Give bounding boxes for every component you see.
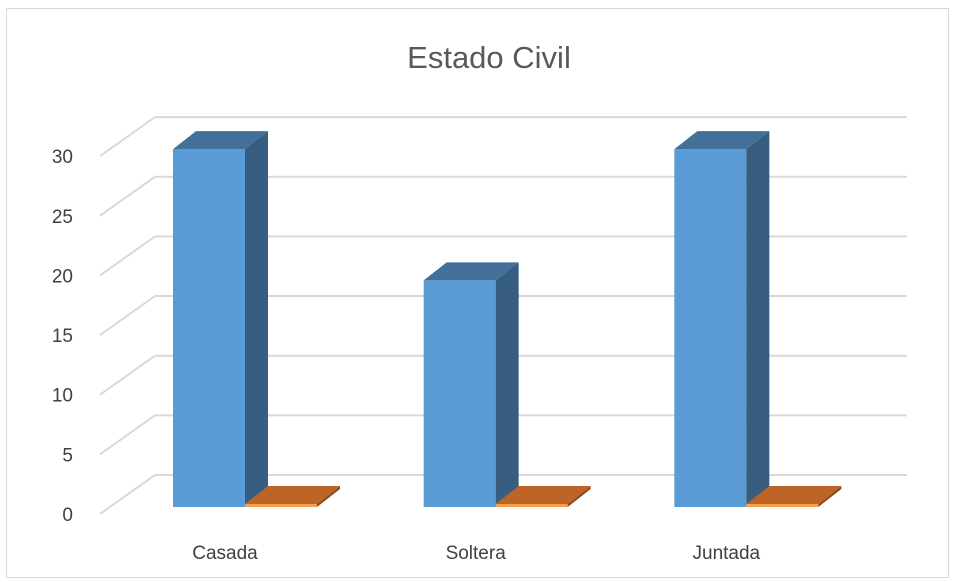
bar-side xyxy=(317,486,340,507)
bar-front xyxy=(173,149,245,507)
y-tick-label: 10 xyxy=(52,386,73,407)
bar-casada-series-1 xyxy=(173,131,268,507)
gridline-diagonal xyxy=(99,116,156,157)
gridlines xyxy=(99,116,907,515)
bar-soltera-series-2 xyxy=(495,486,591,507)
gridline-diagonal xyxy=(99,354,156,396)
x-category-label: Casada xyxy=(192,543,258,564)
y-tick-label: 15 xyxy=(52,326,73,347)
chart-title: Estado Civil xyxy=(407,40,571,75)
gridline-diagonal xyxy=(99,414,156,456)
bar-top xyxy=(674,131,770,150)
y-tick-label: 20 xyxy=(52,266,73,287)
bar-top xyxy=(423,262,519,281)
bar-juntada-series-1 xyxy=(674,131,770,507)
y-axis-ticks: 0 5 10 15 20 25 30 xyxy=(52,147,73,526)
x-category-label: Soltera xyxy=(446,543,507,564)
gridline-diagonal xyxy=(99,175,156,217)
y-tick-label: 0 xyxy=(62,505,73,526)
y-tick-label: 25 xyxy=(52,207,73,228)
bar-top xyxy=(746,486,842,504)
gridline-diagonal xyxy=(99,235,156,277)
gridline-diagonal xyxy=(99,295,156,336)
bars xyxy=(173,131,842,507)
bar-side xyxy=(818,486,842,507)
bar-casada-series-2 xyxy=(245,486,340,507)
bar-front xyxy=(245,504,317,507)
y-tick-label: 30 xyxy=(52,147,73,168)
bar-front xyxy=(495,504,568,507)
bar-front xyxy=(423,280,496,507)
bar-side xyxy=(567,486,591,507)
bar-top xyxy=(173,131,268,150)
bar-side xyxy=(746,131,770,507)
bar-front xyxy=(674,149,747,507)
bar-juntada-series-2 xyxy=(746,486,842,507)
bar-side xyxy=(245,131,268,507)
bar-soltera-series-1 xyxy=(423,262,519,507)
gridline-diagonal xyxy=(99,474,156,515)
bar-front xyxy=(746,504,819,507)
bar-side xyxy=(495,262,519,507)
bar-top xyxy=(245,486,340,504)
y-tick-label: 5 xyxy=(62,445,73,466)
x-axis-categories: Casada Soltera Juntada xyxy=(192,543,760,564)
x-category-label: Juntada xyxy=(693,543,761,564)
bar-top xyxy=(495,486,591,504)
